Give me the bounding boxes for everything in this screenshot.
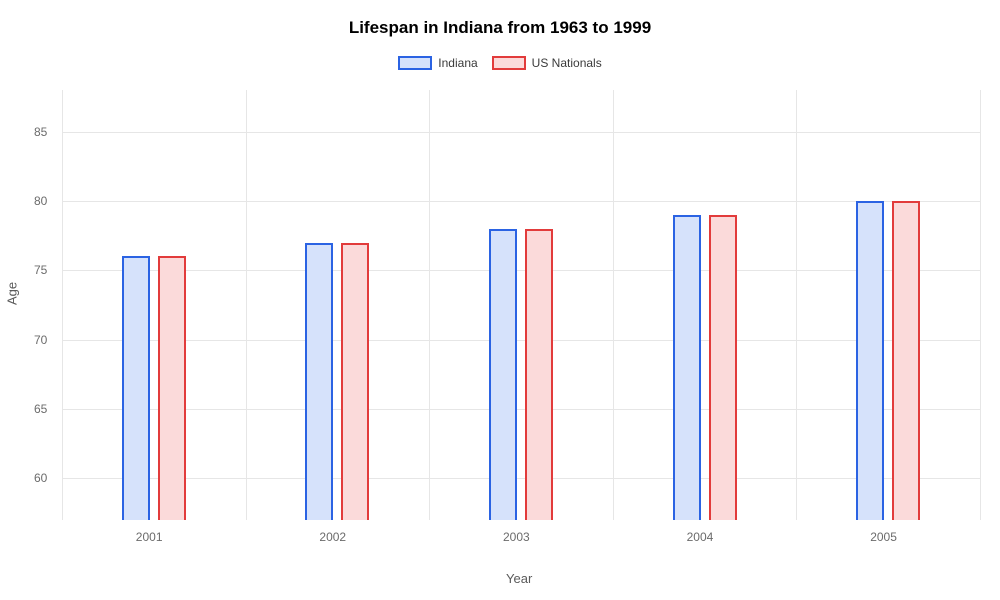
gridline-vertical [613, 90, 614, 520]
bar [305, 243, 333, 520]
legend-swatch [492, 56, 526, 70]
x-tick-label: 2004 [687, 530, 714, 544]
x-tick-label: 2005 [870, 530, 897, 544]
gridline-horizontal [62, 340, 980, 341]
y-tick-label: 70 [34, 333, 47, 347]
x-axis-label: Year [506, 571, 532, 586]
y-tick-label: 75 [34, 263, 47, 277]
legend-item: Indiana [398, 56, 477, 70]
chart-title: Lifespan in Indiana from 1963 to 1999 [0, 18, 1000, 38]
y-tick-label: 60 [34, 471, 47, 485]
chart-container: Lifespan in Indiana from 1963 to 1999 In… [0, 0, 1000, 600]
gridline-horizontal [62, 478, 980, 479]
y-tick-label: 80 [34, 194, 47, 208]
x-tick-label: 2003 [503, 530, 530, 544]
bar [892, 201, 920, 520]
x-tick-label: 2002 [319, 530, 346, 544]
x-tick-label: 2001 [136, 530, 163, 544]
legend-swatch [398, 56, 432, 70]
gridline-horizontal [62, 409, 980, 410]
y-tick-label: 85 [34, 125, 47, 139]
bar [341, 243, 369, 520]
bar [709, 215, 737, 520]
gridline-vertical [429, 90, 430, 520]
gridline-vertical [62, 90, 63, 520]
plot-area [62, 90, 980, 520]
legend-item: US Nationals [492, 56, 602, 70]
legend-label: US Nationals [532, 56, 602, 70]
gridline-vertical [246, 90, 247, 520]
gridline-horizontal [62, 201, 980, 202]
bar [122, 256, 150, 520]
bar [158, 256, 186, 520]
chart-legend: Indiana US Nationals [0, 56, 1000, 70]
gridline-horizontal [62, 270, 980, 271]
y-axis-label: Age [5, 282, 20, 305]
bar [856, 201, 884, 520]
bar [673, 215, 701, 520]
gridline-horizontal [62, 132, 980, 133]
gridline-vertical [980, 90, 981, 520]
bar [525, 229, 553, 520]
bar [489, 229, 517, 520]
legend-label: Indiana [438, 56, 477, 70]
gridline-vertical [796, 90, 797, 520]
y-tick-label: 65 [34, 402, 47, 416]
